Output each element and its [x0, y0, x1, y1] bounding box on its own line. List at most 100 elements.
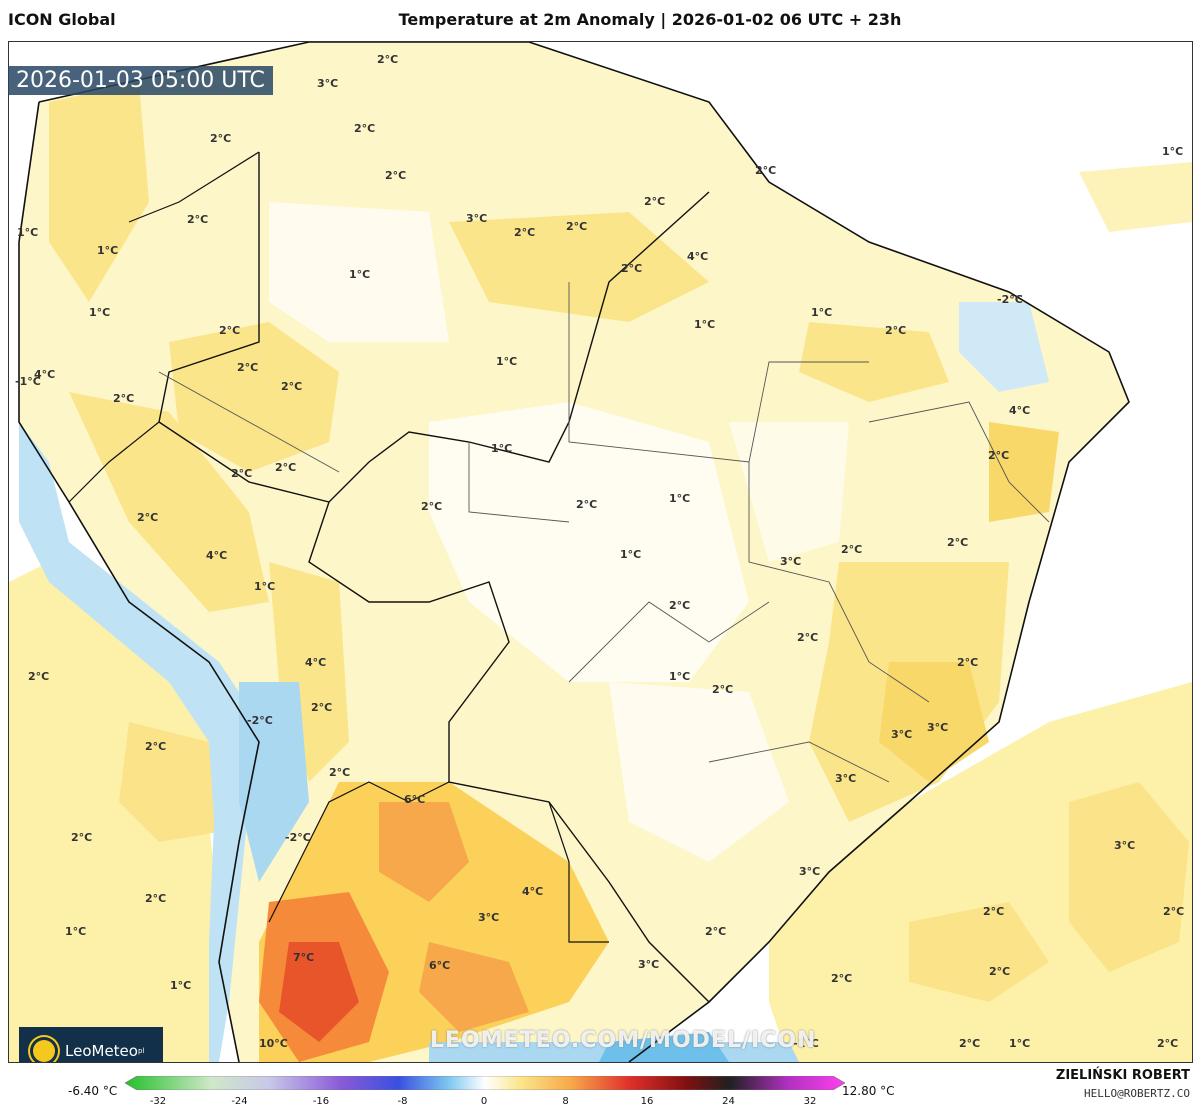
anomaly-label: 4°C [687, 250, 709, 263]
anomaly-label: 1°C [694, 318, 716, 331]
anomaly-label: 1°C [491, 442, 513, 455]
colorbar-tick: 8 [562, 1096, 569, 1107]
anomaly-label: 2°C [669, 599, 691, 612]
anomaly-label: -2°C [285, 831, 311, 844]
anomaly-label: 2°C [275, 461, 297, 474]
anomaly-label: 3°C [638, 958, 660, 971]
anomaly-label: 3°C [891, 728, 913, 741]
map-title: Temperature at 2m Anomaly | 2026-01-02 0… [398, 10, 902, 29]
map-label-layer: 3°C 2°C 2°C 2°C 2°C 2°C 1°C 1°C 1°C 3°C 2°C 2°C 2°C 2… [9, 42, 1192, 1062]
anomaly-label: 1°C [669, 670, 691, 683]
anomaly-label: 3°C [317, 77, 339, 90]
anomaly-label: -2°C [247, 714, 273, 727]
colorbar-tick: -24 [231, 1096, 248, 1107]
anomaly-label: 1°C [97, 244, 119, 257]
anomaly-label: 2°C [137, 511, 159, 524]
anomaly-label: 2°C [421, 500, 443, 513]
anomaly-label: 2°C [947, 536, 969, 549]
anomaly-label: 6°C [429, 959, 451, 972]
atlantic-warm-patch [1069, 782, 1189, 972]
anomaly-label: 4°C [305, 656, 327, 669]
anomaly-label: 2°C [281, 380, 303, 393]
atlantic-warm-patch-2 [909, 902, 1049, 1002]
colorbar-tick: -32 [149, 1096, 167, 1107]
pacific-warm-patch [119, 722, 219, 842]
anomaly-label: 2°C [712, 683, 734, 696]
anomaly-label: 3°C [927, 721, 949, 734]
atlantic-warm-area [769, 682, 1192, 1062]
colorbar: -6.40 °C -32 -24 -16 -8 0 8 16 24 32 12.80 [0, 1066, 1200, 1108]
border-brazil-west [308, 501, 710, 1003]
anomaly-label: 2°C [797, 631, 819, 644]
anomaly-label: 2°C [576, 498, 598, 511]
anomaly-label: 2°C [113, 392, 135, 405]
colorbar-tick: 24 [722, 1096, 735, 1107]
colorbar-min-label: -6.40 °C [68, 1084, 118, 1098]
anomaly-label: 1°C [254, 580, 276, 593]
anomaly-label: -1°C [793, 1037, 819, 1050]
anomaly-label: -1°C [15, 375, 41, 388]
anomaly-label: 2°C [237, 361, 259, 374]
anomaly-label: 4°C [1009, 404, 1031, 417]
anomaly-label: 2°C [385, 169, 407, 182]
anomaly-label: 2°C [983, 905, 1005, 918]
anomaly-label: 7°C [293, 951, 315, 964]
anomaly-label: 1°C [620, 548, 642, 561]
anomaly-label: 2°C [145, 892, 167, 905]
anomaly-label: 3°C [835, 772, 857, 785]
anomaly-label: 2°C [329, 766, 351, 779]
colorbar-tick: -8 [397, 1096, 408, 1107]
anomaly-label: 2°C [1157, 1037, 1179, 1050]
colorbar-tick: 0 [480, 1096, 488, 1107]
leometeo-logo[interactable]: LeoMeteo pl [19, 1027, 163, 1062]
anomaly-label: 2°C [145, 740, 167, 753]
colorbar-tick: -16 [312, 1096, 330, 1107]
anomaly-label: 1°C [89, 306, 111, 319]
model-name: ICON Global [8, 10, 116, 29]
pacific-warm-area [9, 562, 219, 1062]
anomaly-label: 3°C [466, 212, 488, 225]
watermark-url: LEOMETEO.COM/MODEL/ICON [430, 1028, 817, 1053]
anomaly-label: 4°C [206, 549, 228, 562]
anomaly-label: 1°C [669, 492, 691, 505]
anomaly-label: 2°C [71, 831, 93, 844]
anomaly-label: 3°C [799, 865, 821, 878]
anomaly-label: 1°C [1162, 145, 1184, 158]
author-credit: ZIELIŃSKI ROBERT [1055, 1068, 1190, 1083]
anomaly-label: 1°C [349, 268, 371, 281]
author-email[interactable]: HELLO@ROBERTZ.CO [1084, 1087, 1190, 1100]
anomaly-label: 2°C [1163, 905, 1185, 918]
anomaly-label: 2°C [959, 1037, 981, 1050]
anomaly-label: 1°C [17, 226, 39, 239]
anomaly-label: 1°C [1009, 1037, 1031, 1050]
anomaly-label: 2°C [755, 164, 777, 177]
colorbar-gradient [125, 1076, 845, 1090]
anomaly-label: 2°C [988, 449, 1010, 462]
anomaly-label: 2°C [514, 226, 536, 239]
valid-time-badge: 2026-01-03 05:00 UTC [8, 66, 273, 95]
anomaly-label: 2°C [566, 220, 588, 233]
anomaly-label: 4°C [522, 885, 544, 898]
anomaly-map-svg [9, 42, 1192, 1062]
anomaly-label: 2°C [377, 53, 399, 66]
anomaly-label: 2°C [210, 132, 232, 145]
map-panel[interactable]: 3°C 2°C 2°C 2°C 2°C 2°C 1°C 1°C 1°C 3°C 2°C 2°C 2°C 2… [8, 41, 1193, 1063]
anomaly-label: 2°C [219, 324, 241, 337]
logo-text: LeoMeteo [65, 1042, 138, 1060]
anomaly-label: 2°C [354, 122, 376, 135]
anomaly-label: 1°C [65, 925, 87, 938]
anomaly-label: 2°C [885, 324, 907, 337]
header: ICON Global Temperature at 2m Anomaly | … [0, 0, 1200, 40]
coastline-east [38, 42, 1130, 1062]
anomaly-label: 3°C [780, 555, 802, 568]
anomaly-label: 2°C [187, 213, 209, 226]
logo-suffix: pl [137, 1047, 145, 1055]
anomaly-label: 2°C [311, 701, 333, 714]
anomaly-label: 1°C [170, 979, 192, 992]
anomaly-label: -2°C [997, 293, 1023, 306]
anomaly-label: 2°C [989, 965, 1011, 978]
anomaly-label: 6°C [404, 793, 426, 806]
colorbar-tick: 32 [803, 1096, 817, 1107]
andes-cold-strip [19, 422, 259, 1062]
anomaly-label: 2°C [705, 925, 727, 938]
